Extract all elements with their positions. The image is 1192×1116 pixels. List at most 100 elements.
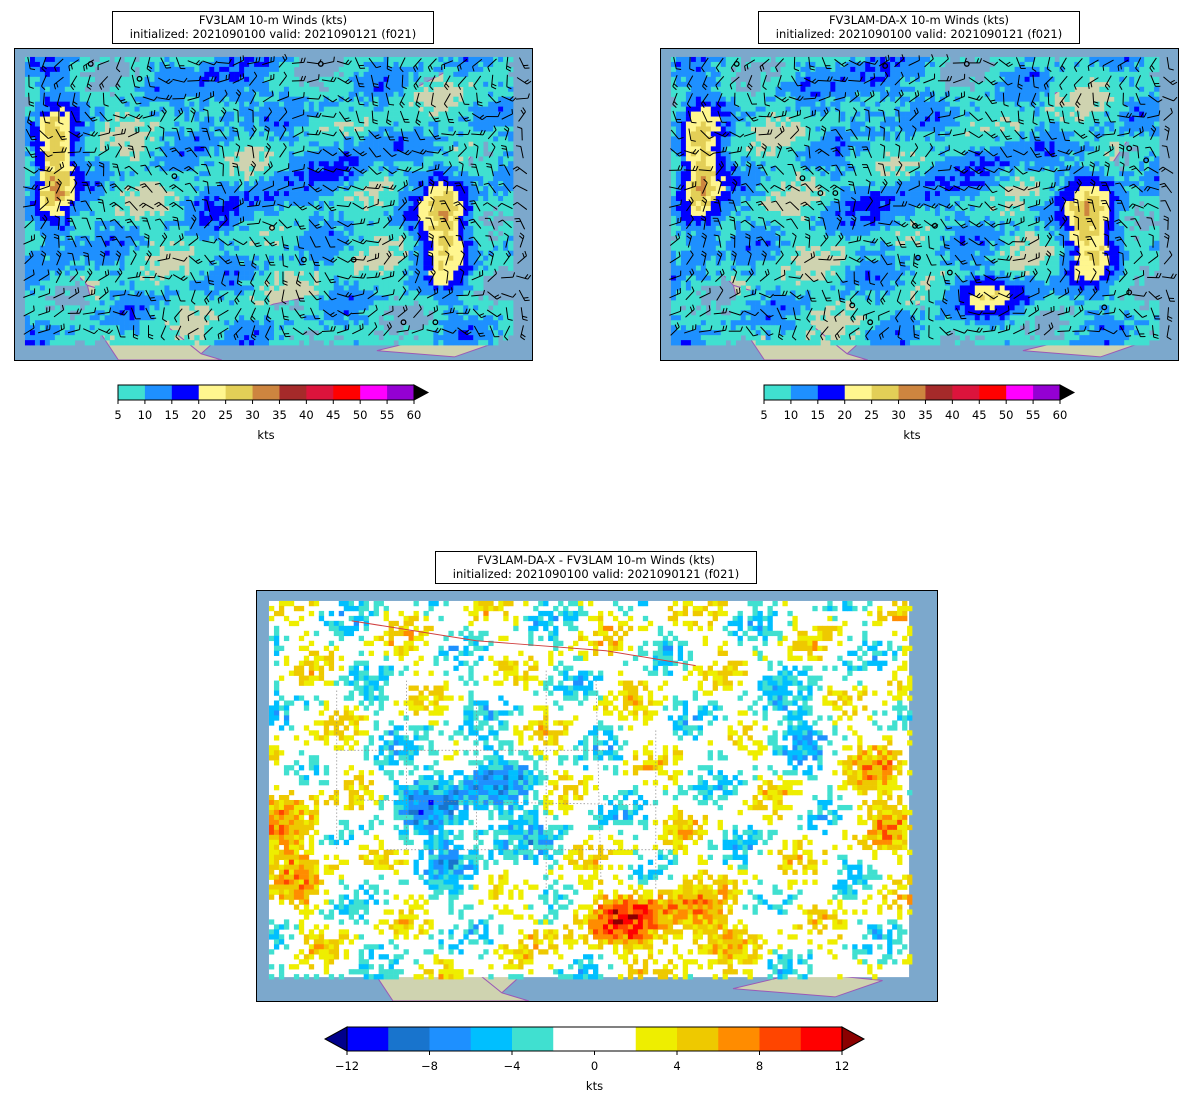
colorbar-segment [171,385,200,400]
colorbar-tick-label: 40 [945,408,960,422]
left-speed-colorbar: 5 10 15 20 25 30 35 40 45 50 55 60 kts [114,384,430,455]
colorbar-segment [306,385,334,400]
colorbar-segment [1033,385,1061,400]
difference-field [268,600,913,980]
colorbar-segment [1006,385,1034,400]
calm-wind-markers [87,60,439,326]
colorbar-tick-label: −4 [503,1059,521,1073]
colorbar-segment [764,385,792,400]
colorbar-segment [347,1027,389,1051]
colorbar-segment [333,385,361,400]
colorbar-tick-label: 35 [272,408,287,422]
colorbar-extend-min [323,1026,348,1052]
colorbar-tick-label: 30 [245,408,260,422]
colorbar-segment [871,385,899,400]
colorbar-outline [117,384,415,401]
wind-barbs [668,54,1178,341]
colorbar-segment [225,385,253,400]
colorbar-tick-label: 12 [834,1059,850,1073]
colorbar-tick-label: 10 [137,408,153,422]
wind-speed-field [670,56,1160,346]
colorbar-segment [252,385,280,400]
colorbar-segment [925,385,953,400]
colorbar-tick-label: −8 [421,1059,438,1073]
diff-wind-map-graphic [257,591,937,1001]
colorbar-tick-label: 35 [918,408,933,422]
colorbar-extend-max [1059,384,1076,401]
diff-colorbar: −12 −8 −4 0 4 8 12 kts [323,1026,870,1107]
colorbar-tick-label: 55 [379,408,395,422]
colorbar-tick-label: 55 [1025,408,1041,422]
colorbar-tick-label: 25 [864,408,879,422]
colorbar-tick-label: 45 [325,408,341,422]
wind-speed-field [24,56,514,346]
colorbar-tick-label: 15 [164,408,180,422]
left-wind-map-graphic [15,49,532,360]
right-panel-title: FV3LAM-DA-X 10-m Winds (kts) initialized… [758,11,1080,44]
colorbar-segment [429,1027,472,1051]
left-title-line2: initialized: 2021090100 valid: 202109012… [129,27,417,41]
colorbar-tick-label: 30 [891,408,906,422]
colorbar-segment [817,385,846,400]
diff-title-line1: FV3LAM-DA-X - FV3LAM 10-m Winds (kts) [477,553,715,567]
colorbar-tick-label: 0 [590,1059,599,1073]
colorbar-segment [635,1027,678,1051]
colorbar-extend-max [841,1026,866,1052]
colorbar-tick-label: −12 [334,1059,360,1073]
colorbar-tick-label: 60 [406,408,422,422]
colorbar-units-label: kts [903,428,921,442]
colorbar-tick-label: 8 [755,1059,764,1073]
colorbar-segment [898,385,926,400]
colorbar-tick-label: 5 [760,408,768,422]
colorbar-segment [677,1027,719,1051]
colorbar-units-label: kts [257,428,275,442]
right-speed-colorbar-graphic [763,384,1076,404]
colorbar-tick-label: 20 [837,408,853,422]
diff-panel-title: FV3LAM-DA-X - FV3LAM 10-m Winds (kts) in… [435,551,757,584]
left-title-line1: FV3LAM 10-m Winds (kts) [198,13,348,27]
colorbar-segment [844,385,873,400]
colorbar-segment [279,385,307,400]
left-speed-colorbar-graphic [117,384,430,404]
right-wind-map-graphic [661,49,1178,360]
colorbar-tick-label: 60 [1052,408,1068,422]
diff-colorbar-graphic [323,1026,866,1055]
right-title-line2: initialized: 2021090100 valid: 202109012… [775,27,1063,41]
colorbar-segment [759,1027,802,1051]
colorbar-tick-label: 15 [810,408,826,422]
colorbar-segment [952,385,980,400]
diff-title-line2: initialized: 2021090100 valid: 202109012… [452,567,740,581]
colorbar-segment [470,1027,513,1051]
colorbar-segment [118,385,146,400]
colorbar-segment [198,385,227,400]
right-speed-colorbar: 5 10 15 20 25 30 35 40 45 50 55 60 kts [760,384,1076,455]
colorbar-tick-label: 5 [114,408,122,422]
colorbar-segment [594,1027,637,1051]
colorbar-units-label: kts [585,1079,604,1093]
colorbar-segment [388,1027,430,1051]
colorbar-outline [763,384,1061,401]
colorbar-segment [144,385,173,400]
colorbar-segment [718,1027,760,1051]
colorbar-extend-max [413,384,430,401]
left-panel-title: FV3LAM 10-m Winds (kts) initialized: 202… [112,11,434,44]
right-title-line1: FV3LAM-DA-X 10-m Winds (kts) [828,13,1010,27]
colorbar-segment [512,1027,554,1051]
us-canada-border [351,620,696,667]
colorbar-segment [979,385,1007,400]
colorbar-tick-label: 25 [218,408,233,422]
left-wind-map [14,48,533,361]
calm-wind-markers [733,60,1150,326]
colorbar-tick-label: 50 [352,408,368,422]
wind-barbs [22,53,532,341]
colorbar-tick-label: 10 [783,408,799,422]
right-wind-map [660,48,1179,361]
colorbar-segment [360,385,388,400]
colorbar-segment [790,385,819,400]
diff-wind-map [256,590,938,1002]
colorbar-tick-label: 20 [191,408,207,422]
colorbar-tick-label: 40 [299,408,314,422]
colorbar-segment [553,1027,595,1051]
colorbar-segment [387,385,415,400]
colorbar-tick-label: 4 [673,1059,681,1073]
